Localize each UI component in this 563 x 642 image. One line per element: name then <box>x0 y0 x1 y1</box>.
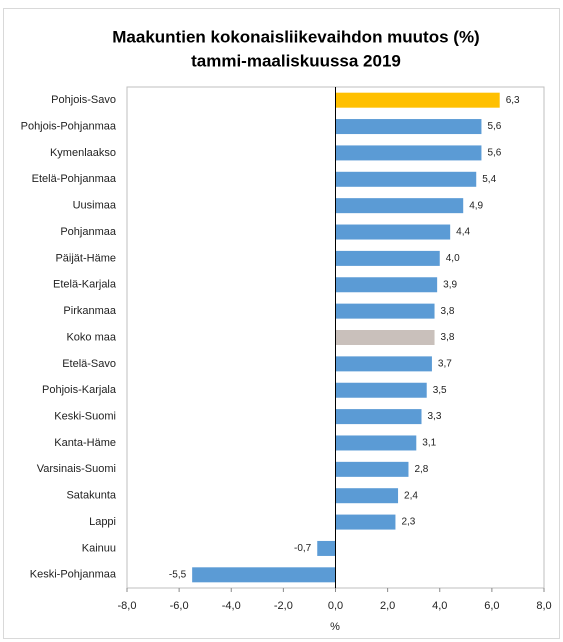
y-tick-label: Kymenlaakso <box>50 147 116 159</box>
y-tick-label: Lappi <box>89 516 116 528</box>
y-tick-label: Etelä-Karjala <box>53 279 117 291</box>
y-tick-label: Etelä-Pohjanmaa <box>32 173 117 185</box>
value-label: -5,5 <box>169 569 187 580</box>
bar <box>335 435 417 451</box>
bar <box>335 382 427 398</box>
y-tick-label: Etelä-Savo <box>62 358 116 370</box>
y-tick-label: Pohjanmaa <box>60 226 117 238</box>
bar <box>335 356 432 372</box>
bar <box>335 198 464 214</box>
y-tick-label: Koko maa <box>66 331 116 343</box>
value-label: 3,3 <box>428 411 442 422</box>
x-axis-label: % <box>330 621 340 633</box>
value-label: 3,8 <box>441 332 455 343</box>
y-tick-label: Keski-Suomi <box>54 411 116 423</box>
bar <box>335 514 396 530</box>
value-label: 6,3 <box>506 95 520 106</box>
value-label: 3,5 <box>433 385 447 396</box>
y-tick-label: Kainuu <box>82 542 116 554</box>
y-tick-label: Varsinais-Suomi <box>37 463 116 475</box>
value-label: 2,8 <box>414 464 428 475</box>
bar <box>335 303 435 319</box>
value-label: 5,4 <box>482 174 496 185</box>
bar <box>335 92 500 108</box>
bar <box>335 488 399 504</box>
y-tick-label: Päijät-Häme <box>55 252 116 264</box>
bar <box>317 540 336 556</box>
y-tick-label: Pohjois-Savo <box>51 94 116 106</box>
value-label: -0,7 <box>294 543 312 554</box>
x-tick-label: 0,0 <box>328 600 343 612</box>
value-label: 5,6 <box>487 121 501 132</box>
bar <box>335 250 440 266</box>
x-tick-label: -4,0 <box>222 600 241 612</box>
value-label: 3,7 <box>438 359 452 370</box>
y-tick-label: Pohjois-Pohjanmaa <box>21 120 117 132</box>
value-label: 5,6 <box>487 148 501 159</box>
x-tick-label: 4,0 <box>432 600 447 612</box>
chart-title: tammi-maaliskuussa 2019 <box>191 51 401 70</box>
bar <box>335 171 477 187</box>
bar <box>335 330 435 345</box>
bar <box>192 567 336 583</box>
value-label: 3,1 <box>422 438 436 449</box>
value-label: 4,4 <box>456 227 470 238</box>
value-label: 2,3 <box>401 517 415 528</box>
value-label: 3,9 <box>443 279 457 290</box>
y-tick-label: Pohjois-Karjala <box>42 384 117 396</box>
value-label: 3,8 <box>441 306 455 317</box>
value-label: 4,9 <box>469 200 483 211</box>
x-tick-label: 8,0 <box>536 600 551 612</box>
y-tick-label: Pirkanmaa <box>63 305 116 317</box>
x-tick-label: -8,0 <box>118 600 137 612</box>
chart-title: Maakuntien kokonaisliikevaihdon muutos (… <box>112 27 479 46</box>
x-tick-label: -2,0 <box>274 600 293 612</box>
bar <box>335 119 482 135</box>
bar <box>335 145 482 161</box>
x-tick-label: 2,0 <box>380 600 395 612</box>
x-tick-label: 6,0 <box>484 600 499 612</box>
bar <box>335 461 409 477</box>
bar <box>335 409 422 425</box>
bar <box>335 224 451 240</box>
value-label: 4,0 <box>446 253 460 264</box>
y-tick-label: Keski-Pohjanmaa <box>30 569 117 581</box>
y-tick-label: Kanta-Häme <box>54 437 116 449</box>
bar <box>335 277 438 293</box>
value-label: 2,4 <box>404 490 418 501</box>
y-tick-label: Satakunta <box>66 490 116 502</box>
x-tick-label: -6,0 <box>170 600 189 612</box>
chart-frame <box>3 8 560 639</box>
y-tick-label: Uusimaa <box>73 200 117 212</box>
